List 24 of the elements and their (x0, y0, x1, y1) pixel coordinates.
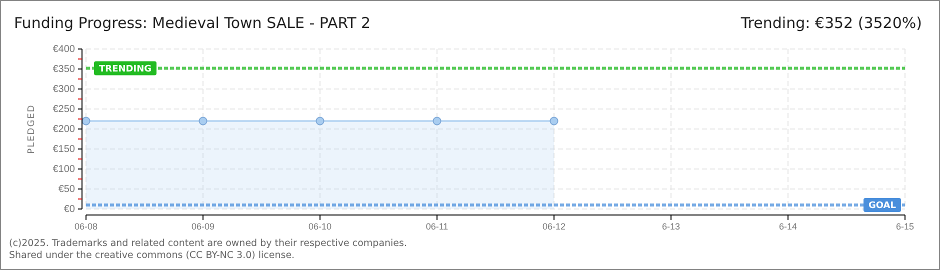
x-tick-label: 06-08 (74, 221, 98, 232)
chart-title: Funding Progress: Medieval Town SALE - PART 2 (14, 14, 371, 32)
x-tick-label: 06-10 (308, 221, 332, 232)
y-tick-label: €50 (58, 184, 76, 196)
y-tick-label: €350 (52, 64, 76, 76)
y-tick-label: €300 (52, 84, 76, 96)
x-tick-label: 06-12 (542, 221, 566, 232)
y-tick-label: €100 (52, 164, 76, 176)
x-tick-label: 06-11 (426, 221, 448, 232)
ref-line-label: GOAL (868, 201, 896, 212)
x-tick-label: 6-15 (896, 221, 914, 232)
ref-line-label: TRENDING (99, 64, 152, 74)
y-tick-label: €400 (52, 44, 76, 56)
y-tick-label: €250 (52, 104, 76, 116)
x-tick-label: 06-09 (191, 221, 215, 232)
y-tick-label: €150 (52, 144, 76, 156)
chart-subtitle: Trending: €352 (3520%) (740, 14, 922, 32)
x-tick-label: 6-14 (778, 221, 798, 232)
x-tick-label: 6-13 (662, 221, 680, 232)
text: Shared under the creative commons (CC BY-NC 3.0) license. (9, 250, 295, 261)
y-tick-label: €200 (52, 124, 76, 136)
y-axis-title: PLEDGED (27, 104, 37, 154)
text: (c)2025. Trademarks and related content are owned by their respective companies. (9, 238, 407, 249)
y-tick-label: €0 (64, 204, 76, 216)
